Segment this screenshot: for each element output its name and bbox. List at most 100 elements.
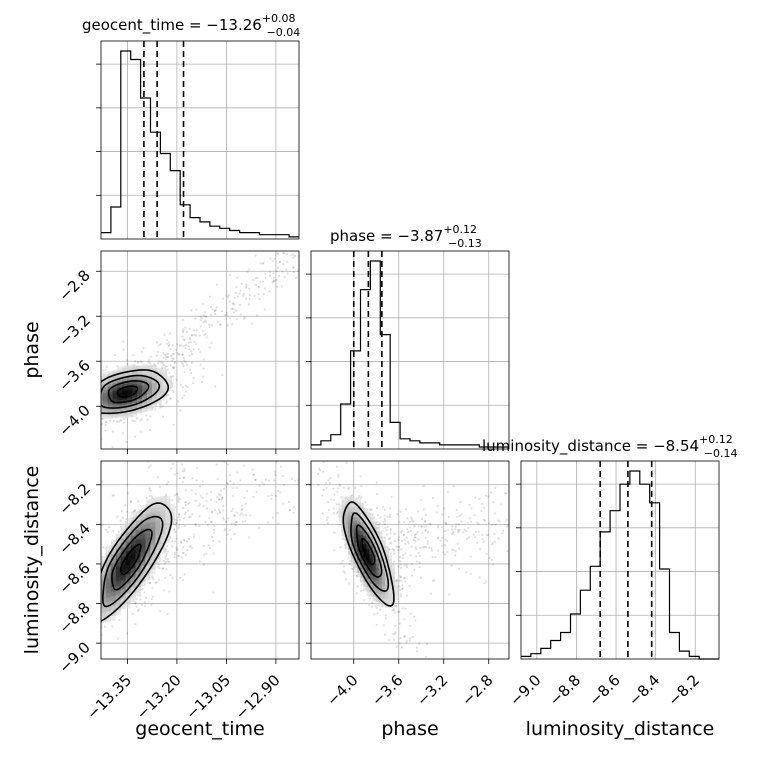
geocent_time_vs_phase-point bbox=[245, 285, 248, 288]
phase_vs_luminosity_distance-point bbox=[457, 530, 460, 533]
geocent_time_vs_luminosity_distance-point bbox=[189, 545, 192, 548]
geocent_time_vs_phase-point bbox=[163, 333, 166, 336]
geocent_time_vs_phase-point bbox=[293, 255, 297, 258]
geocent_time_vs_phase-point bbox=[125, 441, 128, 444]
phase_vs_luminosity_distance-point bbox=[492, 501, 495, 504]
geocent_time_vs_phase-point bbox=[236, 276, 239, 279]
phase_vs_luminosity_distance-point bbox=[376, 506, 379, 510]
phase_vs_luminosity_distance-point bbox=[378, 522, 381, 525]
phase_vs_luminosity_distance-point bbox=[459, 501, 462, 504]
phase_vs_luminosity_distance-point bbox=[469, 572, 472, 575]
geocent_time_vs_luminosity_distance-point bbox=[188, 516, 191, 519]
geocent_time_vs_phase-point bbox=[95, 394, 97, 396]
phase_vs_luminosity_distance-point bbox=[424, 528, 427, 532]
phase_vs_luminosity_distance-point bbox=[333, 531, 336, 534]
geocent_time_vs_luminosity_distance-point bbox=[103, 625, 107, 628]
geocent_time_vs_phase-point bbox=[202, 375, 205, 378]
phase_vs_luminosity_distance-point bbox=[377, 523, 380, 526]
geocent_time_vs_luminosity_distance-point bbox=[254, 478, 257, 481]
geocent_time_vs_luminosity_distance-point bbox=[176, 519, 179, 522]
geocent_time_vs_luminosity_distance-point bbox=[175, 521, 178, 524]
geocent_time_vs_luminosity_distance-point bbox=[177, 498, 180, 501]
geocent_time_vs_phase-point bbox=[311, 246, 313, 248]
geocent_time_vs_phase-point bbox=[83, 381, 85, 383]
geocent_time_vs_luminosity_distance-point bbox=[274, 473, 277, 476]
phase_vs_luminosity_distance-point bbox=[408, 585, 411, 588]
geocent_time_vs_phase-point bbox=[183, 338, 186, 342]
phase_vs_luminosity_distance-point bbox=[324, 453, 326, 455]
geocent_time_vs_luminosity_distance-point bbox=[215, 500, 218, 503]
geocent_time_vs_phase-point bbox=[42, 410, 44, 412]
geocent_time_vs_luminosity_distance-point bbox=[317, 432, 319, 434]
geocent_time_vs_phase-point bbox=[91, 395, 93, 397]
geocent_time_vs_luminosity_distance-point bbox=[211, 510, 214, 513]
phase_vs_luminosity_distance-point bbox=[452, 530, 455, 534]
phase_vs_luminosity_distance-point bbox=[403, 564, 406, 567]
luminosity_distance-xtick-label-0: −9.0 bbox=[506, 671, 544, 709]
phase_vs_luminosity_distance-point bbox=[472, 533, 475, 536]
phase_vs_luminosity_distance-point bbox=[333, 549, 336, 552]
geocent_time_vs_luminosity_distance-point bbox=[217, 422, 219, 424]
phase_vs_luminosity_distance-point bbox=[376, 612, 379, 615]
geocent_time_vs_luminosity_distance-point bbox=[173, 553, 176, 556]
geocent_time_vs_phase-point bbox=[91, 405, 93, 407]
geocent_time_vs_phase-point bbox=[182, 344, 185, 348]
title-geocent-time-param: geocent_time bbox=[82, 16, 184, 35]
phase_vs_luminosity_distance-point bbox=[413, 615, 416, 618]
geocent_time_vs_phase-point bbox=[235, 309, 238, 312]
histogram-luminosity-distance bbox=[516, 460, 720, 660]
phase_vs_luminosity_distance-point bbox=[399, 595, 402, 598]
geocent_time_vs_phase-point bbox=[204, 315, 207, 318]
geocent_time_vs_luminosity_distance-point bbox=[57, 629, 59, 631]
geocent_time-bin-1 bbox=[111, 207, 121, 239]
geocent_time_vs_phase-point bbox=[59, 408, 61, 410]
phase_vs_luminosity_distance-point bbox=[474, 496, 477, 499]
phase_vs_luminosity_distance-point bbox=[384, 617, 388, 620]
phase_vs_luminosity_distance-point bbox=[420, 525, 423, 528]
geocent_time_vs_luminosity_distance-point bbox=[206, 524, 210, 527]
geocent_time_vs_phase-point bbox=[172, 389, 175, 392]
phase_vs_luminosity_distance-point bbox=[474, 535, 477, 539]
geocent_time_vs_phase-point bbox=[195, 329, 198, 332]
geocent_time_vs_phase-point bbox=[53, 441, 55, 443]
luminosity_distance-ytick-label-0: −9.0 bbox=[55, 638, 93, 676]
geocent_time_vs_luminosity_distance-point bbox=[246, 489, 249, 492]
phase_vs_luminosity_distance-point bbox=[362, 598, 365, 602]
geocent_time_vs_phase-point bbox=[182, 328, 185, 331]
phase_vs_luminosity_distance-point bbox=[384, 526, 387, 530]
geocent_time_vs_luminosity_distance-point bbox=[220, 489, 223, 492]
geocent_time_vs_phase-point bbox=[197, 348, 200, 351]
phase_vs_luminosity_distance-point bbox=[401, 554, 405, 557]
geocent_time_vs_luminosity_distance-point bbox=[179, 540, 182, 543]
phase_vs_luminosity_distance-point bbox=[335, 454, 337, 456]
geocent_time_vs_phase-density-cell bbox=[157, 369, 168, 380]
geocent_time_vs_luminosity_distance-point bbox=[248, 536, 251, 539]
geocent_time_vs_phase-point bbox=[302, 271, 304, 273]
phase_vs_luminosity_distance-point bbox=[383, 508, 386, 511]
geocent_time_vs_phase-point bbox=[92, 396, 94, 398]
geocent_time_vs_luminosity_distance-point bbox=[272, 458, 274, 460]
geocent_time_vs_luminosity_distance-point bbox=[202, 553, 206, 556]
phase_vs_luminosity_distance-point bbox=[446, 550, 449, 554]
geocent_time_vs_phase-point bbox=[153, 363, 156, 366]
phase_vs_luminosity_distance-point bbox=[419, 546, 422, 549]
geocent_time_vs_phase-point bbox=[214, 385, 217, 388]
geocent_time_vs_luminosity_distance-point bbox=[213, 508, 217, 511]
phase_vs_luminosity_distance-point bbox=[395, 578, 398, 581]
geocent_time_vs_phase-point bbox=[199, 325, 202, 328]
phase_vs_luminosity_distance-point bbox=[426, 642, 429, 646]
geocent_time_vs_luminosity_distance-point bbox=[258, 427, 260, 429]
phase_vs_luminosity_distance-point bbox=[398, 579, 401, 582]
geocent_time_vs_luminosity_distance-point bbox=[205, 552, 208, 555]
phase_vs_luminosity_distance-point bbox=[398, 520, 401, 523]
geocent_time_vs_phase-point bbox=[204, 319, 207, 322]
geocent_time_vs_phase-point bbox=[278, 260, 281, 263]
geocent_time_vs_luminosity_distance-point bbox=[167, 557, 170, 561]
phase_vs_luminosity_distance-point bbox=[444, 553, 447, 556]
phase_vs_luminosity_distance-point bbox=[404, 542, 407, 545]
phase_vs_luminosity_distance-point bbox=[497, 519, 500, 522]
geocent_time_vs_luminosity_distance-point bbox=[91, 665, 93, 667]
geocent_time_vs_phase-point bbox=[180, 361, 183, 364]
geocent_time_vs_phase-point bbox=[148, 429, 152, 432]
geocent_time_vs_phase-point bbox=[201, 303, 205, 306]
